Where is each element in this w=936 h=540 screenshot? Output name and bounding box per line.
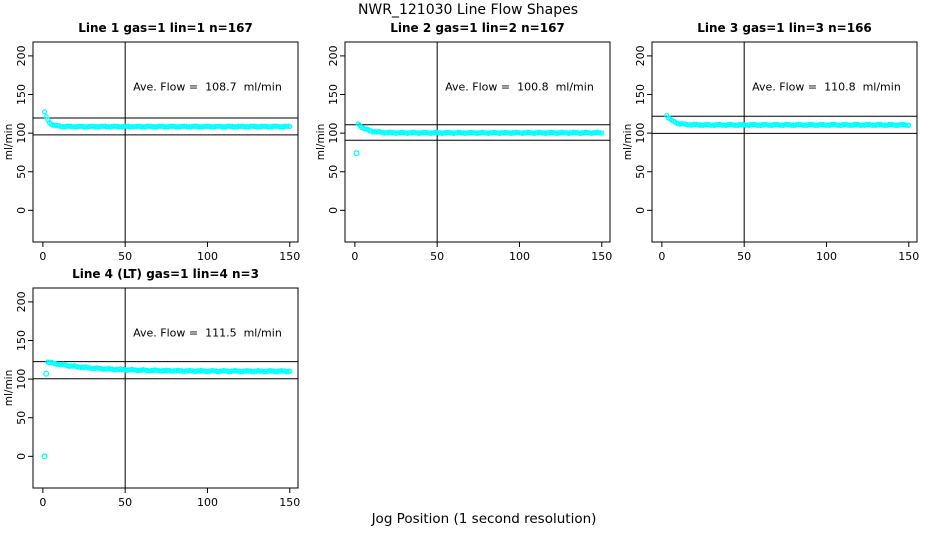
plot-frame (32, 41, 299, 243)
x-tick-label: 150 (279, 496, 300, 509)
plot-frame (651, 41, 918, 243)
subplot-4: Line 4 (LT) gas=1 lin=4 n=3 0 50 100 150 0 50 1… (3, 267, 300, 509)
data-point (287, 123, 293, 130)
y-tick-label: 50 (327, 165, 340, 179)
y-tick-label: 100 (634, 123, 647, 144)
subplot-3: Line 3 gas=1 lin=3 n=166 0 50 100 150 0 50 100 1… (622, 21, 919, 263)
y-tick-label: 200 (15, 291, 28, 312)
outlier-point (353, 150, 360, 157)
x-tick-label: 100 (197, 250, 218, 263)
x-tick-label: 150 (898, 250, 919, 263)
ave-flow-annotation: Ave. Flow = 108.7 ml/min (133, 81, 282, 94)
y-tick-label: 0 (634, 207, 647, 214)
outlier-point (41, 453, 48, 460)
y-tick-label: 50 (15, 165, 28, 179)
x-tick-label: 100 (509, 250, 530, 263)
y-tick-label: 200 (327, 45, 340, 66)
y-tick-label: 150 (15, 330, 28, 351)
y-tick-label: 50 (15, 411, 28, 425)
data-point (287, 368, 293, 374)
x-axis-label: Jog Position (1 second resolution) (371, 511, 597, 527)
y-axis-label: ml/min (3, 370, 15, 406)
subplot-title: Line 4 (LT) gas=1 lin=4 n=3 (72, 267, 259, 281)
y-tick-label: 0 (15, 207, 28, 214)
x-tick-label: 50 (118, 250, 132, 263)
outlier-point (43, 370, 50, 377)
y-tick-label: 150 (634, 84, 647, 105)
data-point (906, 122, 912, 128)
y-axis-label: ml/min (315, 124, 327, 160)
x-tick-label: 50 (430, 250, 444, 263)
subplot-2: Line 2 gas=1 lin=2 n=167 0 50 100 150 0 50 100 1… (315, 21, 612, 263)
y-tick-label: 200 (15, 45, 28, 66)
flow-data-points (41, 359, 293, 460)
x-tick-label: 0 (351, 250, 358, 263)
subplot-title: Line 3 gas=1 lin=3 n=166 (697, 21, 872, 35)
y-tick-label: 150 (327, 84, 340, 105)
plot-frame (344, 41, 611, 243)
ave-flow-annotation: Ave. Flow = 111.5 ml/min (133, 327, 282, 340)
x-tick-label: 150 (279, 250, 300, 263)
y-tick-label: 150 (15, 84, 28, 105)
x-tick-label: 0 (39, 250, 46, 263)
ave-flow-annotation: Ave. Flow = 100.8 ml/min (445, 81, 594, 94)
data-point (599, 130, 605, 136)
x-tick-label: 0 (39, 496, 46, 509)
subplot-title: Line 2 gas=1 lin=2 n=167 (390, 21, 565, 35)
y-tick-label: 100 (15, 369, 28, 390)
flow-data-points (353, 121, 605, 157)
x-tick-label: 100 (816, 250, 837, 263)
y-tick-label: 100 (327, 123, 340, 144)
plot-frame (32, 287, 299, 489)
x-tick-label: 100 (197, 496, 218, 509)
y-tick-label: 50 (634, 165, 647, 179)
flow-data-points (41, 109, 293, 130)
y-axis-label: ml/min (3, 124, 15, 160)
y-tick-label: 0 (15, 453, 28, 460)
data-point (41, 109, 48, 115)
x-tick-label: 50 (118, 496, 132, 509)
subplot-1: Line 1 gas=1 lin=1 n=167 0 50 100 150 0 50 100 1… (3, 21, 300, 263)
y-tick-label: 0 (327, 207, 340, 214)
flow-data-points (664, 112, 912, 128)
y-tick-label: 200 (634, 45, 647, 66)
x-tick-label: 50 (737, 250, 751, 263)
figure-title: NWR_121030 Line Flow Shapes (357, 2, 579, 18)
ave-flow-annotation: Ave. Flow = 110.8 ml/min (752, 81, 901, 94)
y-axis-label: ml/min (622, 124, 634, 160)
x-tick-label: 0 (658, 250, 665, 263)
subplot-title: Line 1 gas=1 lin=1 n=167 (78, 21, 253, 35)
y-tick-label: 100 (15, 123, 28, 144)
x-tick-label: 150 (591, 250, 612, 263)
